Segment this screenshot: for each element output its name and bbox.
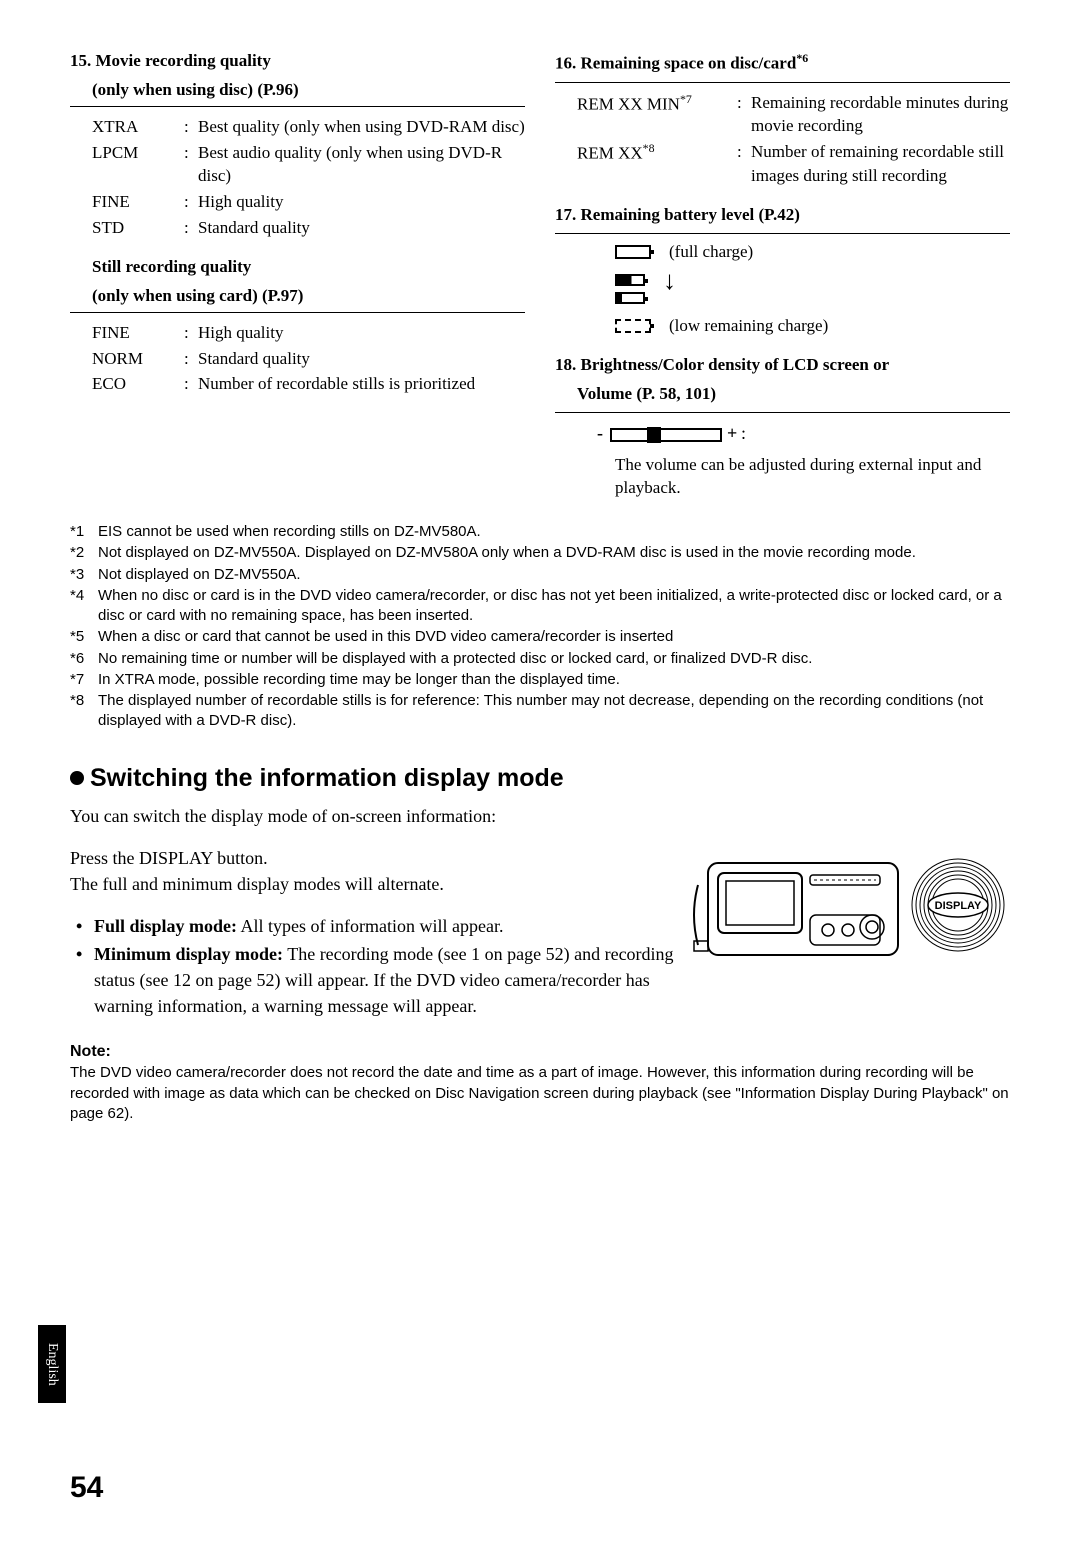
footnote-row: *1EIS cannot be used when recording stil… xyxy=(70,522,1010,542)
list-item: Minimum display mode: The recording mode… xyxy=(76,941,1010,1019)
battery-icons-col xyxy=(615,274,645,304)
sec15-header: 15. Movie recording quality xyxy=(70,50,525,73)
sec15b-header: Still recording quality xyxy=(92,256,525,279)
sec15-num: 15. xyxy=(70,51,91,70)
switch-intro: You can switch the display mode of on-sc… xyxy=(70,803,1010,829)
battery-low-icon xyxy=(615,292,645,304)
battery-full-row: (full charge) xyxy=(615,242,1010,262)
sec16-sup: *6 xyxy=(796,51,808,65)
sec18-title-a: Brightness/Color density of LCD screen o… xyxy=(581,355,890,374)
sec16-title: Remaining space on disc/card xyxy=(581,54,797,73)
term: FINE xyxy=(92,321,184,345)
desc: Best audio quality (only when using DVD-… xyxy=(198,141,525,189)
svg-text::: : xyxy=(741,423,746,443)
slider-graphic: - + : xyxy=(597,423,1010,447)
desc: Number of recordable stills is prioritiz… xyxy=(198,372,525,396)
sec18-title-b: Volume (P. 58, 101) xyxy=(577,383,1010,406)
svg-text:+: + xyxy=(727,423,737,443)
desc: Best quality (only when using DVD-RAM di… xyxy=(198,115,525,139)
slider-icon: - + : xyxy=(597,423,757,447)
def-row: FINE:High quality xyxy=(92,190,525,214)
battery-empty-icon xyxy=(615,319,651,333)
list-item: Full display mode: All types of informat… xyxy=(76,913,1010,939)
desc: High quality xyxy=(198,190,525,214)
bul2-bold: Minimum display mode: xyxy=(94,944,283,964)
battery-low-label: (low remaining charge) xyxy=(669,316,828,336)
desc: Standard quality xyxy=(198,347,525,371)
sec18-rule xyxy=(555,412,1010,413)
def-row: ECO:Number of recordable stills is prior… xyxy=(92,372,525,396)
sec15-subtitle: (only when using disc) (P.96) xyxy=(92,79,525,102)
desc: Standard quality xyxy=(198,216,525,240)
footnote-row: *8The displayed number of recordable sti… xyxy=(70,691,1010,732)
sec16-num: 16. xyxy=(555,54,576,73)
note-heading: Note: xyxy=(70,1043,1010,1061)
sec17-header: 17. Remaining battery level (P.42) xyxy=(555,204,1010,227)
sec18-header: 18. Brightness/Color density of LCD scre… xyxy=(555,354,1010,377)
term: NORM xyxy=(92,347,184,371)
svg-text:-: - xyxy=(597,423,603,443)
sec15-list: XTRA:Best quality (only when using DVD-R… xyxy=(92,115,525,240)
right-column: 16. Remaining space on disc/card*6 REM X… xyxy=(555,50,1010,500)
def-row: FINE:High quality xyxy=(92,321,525,345)
switch-heading-text: Switching the information display mode xyxy=(90,764,564,793)
sec15-title: Movie recording quality xyxy=(96,51,271,70)
footnote-row: *5When a disc or card that cannot be use… xyxy=(70,627,1010,647)
sec17-rule xyxy=(555,233,1010,234)
battery-empty-row: (low remaining charge) xyxy=(615,316,1010,336)
def-row: LPCM:Best audio quality (only when using… xyxy=(92,141,525,189)
display-mode-list: Full display mode: All types of informat… xyxy=(76,913,1010,1019)
desc: High quality xyxy=(198,321,525,345)
switch-heading: Switching the information display mode xyxy=(70,764,1010,793)
footnote-row: *7In XTRA mode, possible recording time … xyxy=(70,670,1010,690)
footnotes: *1EIS cannot be used when recording stil… xyxy=(70,522,1010,732)
desc: Remaining recordable minutes during movi… xyxy=(751,91,1010,139)
sec15b-subtitle: (only when using card) (P.97) xyxy=(92,285,525,308)
term: REM XX*8 xyxy=(577,140,737,165)
left-column: 15. Movie recording quality (only when u… xyxy=(70,50,525,500)
footnote-row: *3Not displayed on DZ-MV550A. xyxy=(70,565,1010,585)
slider-text: The volume can be adjusted during extern… xyxy=(615,453,1010,501)
term: REM XX MIN*7 xyxy=(577,91,737,116)
note-text: The DVD video camera/recorder does not r… xyxy=(70,1063,1010,1124)
desc: Number of remaining recordable still ima… xyxy=(751,140,1010,188)
sec17-num: 17. xyxy=(555,205,576,224)
def-row: REM XX MIN*7 : Remaining recordable minu… xyxy=(577,91,1010,139)
bul1-text: All types of information will appear. xyxy=(237,916,503,936)
sec15-rule xyxy=(70,106,525,107)
term: FINE xyxy=(92,190,184,214)
term: STD xyxy=(92,216,184,240)
sec15b-list: FINE:High quality NORM:Standard quality … xyxy=(92,321,525,396)
def-row: NORM:Standard quality xyxy=(92,347,525,371)
footnote-row: *4When no disc or card is in the DVD vid… xyxy=(70,586,1010,627)
battery-block: (full charge) ↓ (low remaining charge) xyxy=(615,242,1010,336)
display-label: DISPLAY xyxy=(935,900,982,912)
bul1-bold: Full display mode: xyxy=(94,916,237,936)
sec18-num: 18. xyxy=(555,355,576,374)
sec15b-rule xyxy=(70,312,525,313)
page-number: 54 xyxy=(70,1471,103,1505)
footnote-row: *2Not displayed on DZ-MV550A. Displayed … xyxy=(70,543,1010,563)
def-row: REM XX*8 : Number of remaining recordabl… xyxy=(577,140,1010,188)
arrow-down-icon: ↓ xyxy=(663,268,676,294)
def-row: XTRA:Best quality (only when using DVD-R… xyxy=(92,115,525,139)
term: LPCM xyxy=(92,141,184,165)
sec16-header: 16. Remaining space on disc/card*6 xyxy=(555,50,1010,76)
sec17-title: Remaining battery level (P.42) xyxy=(581,205,800,224)
battery-mid-icon xyxy=(615,274,645,286)
footnote-row: *6No remaining time or number will be di… xyxy=(70,649,1010,669)
term: XTRA xyxy=(92,115,184,139)
sec16-rule xyxy=(555,82,1010,83)
def-row: STD:Standard quality xyxy=(92,216,525,240)
battery-full-icon xyxy=(615,245,651,259)
sec16-list: REM XX MIN*7 : Remaining recordable minu… xyxy=(577,91,1010,188)
term: ECO xyxy=(92,372,184,396)
upper-columns: 15. Movie recording quality (only when u… xyxy=(70,50,1010,500)
battery-full-label: (full charge) xyxy=(669,242,753,262)
bullet-dot-icon xyxy=(70,771,84,785)
language-tab: English xyxy=(38,1325,66,1403)
